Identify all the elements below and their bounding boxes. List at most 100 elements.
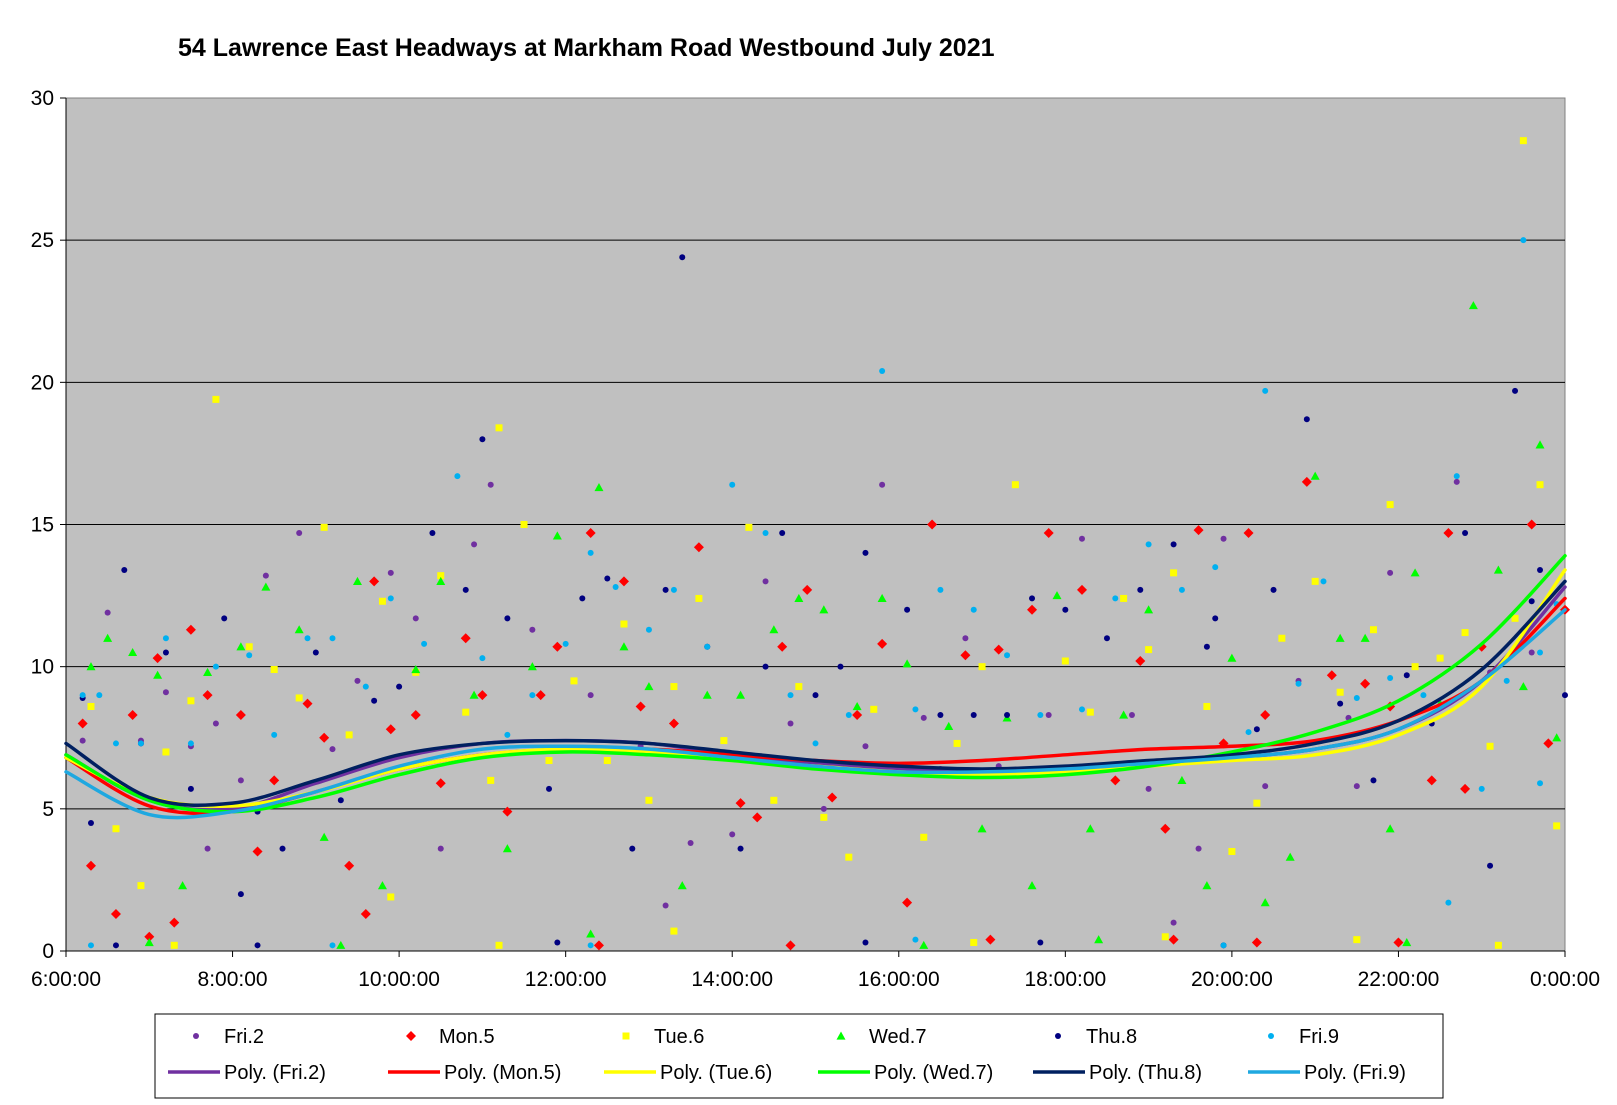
data-point xyxy=(520,521,528,528)
data-point xyxy=(396,683,403,690)
y-tick-label: 10 xyxy=(31,656,54,679)
data-point xyxy=(162,649,169,656)
data-point xyxy=(819,605,829,614)
data-point xyxy=(185,624,196,635)
data-point xyxy=(1145,541,1152,548)
data-point xyxy=(1519,137,1527,145)
x-tick-label: 20:00:00 xyxy=(1191,968,1273,991)
data-point xyxy=(1528,649,1535,656)
data-point xyxy=(87,942,94,949)
data-point xyxy=(152,653,163,664)
data-point xyxy=(604,575,611,582)
data-point xyxy=(752,812,763,823)
data-point xyxy=(1486,742,1494,750)
data-point xyxy=(104,609,111,616)
data-point xyxy=(670,927,678,935)
data-point xyxy=(479,655,486,662)
data-point xyxy=(620,620,628,628)
data-point xyxy=(720,737,728,745)
data-point xyxy=(1220,535,1227,542)
data-point xyxy=(319,732,330,743)
data-point xyxy=(1436,654,1444,662)
data-point xyxy=(1110,775,1121,786)
data-point xyxy=(1393,937,1404,948)
data-point xyxy=(1360,633,1370,642)
data-point xyxy=(502,806,513,817)
data-point xyxy=(487,776,495,784)
data-point xyxy=(1212,564,1219,571)
data-point xyxy=(1278,634,1286,642)
data-point xyxy=(462,708,470,716)
data-point xyxy=(1103,635,1110,642)
data-point xyxy=(437,845,444,852)
legend-label: Mon.5 xyxy=(439,1026,495,1048)
data-point xyxy=(252,846,263,857)
x-tick-label: 6:00:00 xyxy=(31,968,101,991)
data-point xyxy=(877,593,887,603)
data-point xyxy=(587,549,594,556)
y-tick-label: 15 xyxy=(31,514,54,537)
data-point xyxy=(336,940,346,949)
data-point xyxy=(1326,670,1337,681)
data-point xyxy=(153,670,163,679)
data-point xyxy=(593,940,604,951)
axes: 0 5 10 15 20 25 30 6:00:00 8:00:00 10:00:00 12:00:… xyxy=(31,87,1600,991)
data-point xyxy=(221,615,228,622)
data-point xyxy=(1310,471,1320,480)
data-point xyxy=(1487,862,1494,869)
data-point xyxy=(187,740,194,747)
data-point xyxy=(144,931,155,942)
data-point xyxy=(1052,591,1062,600)
data-point xyxy=(1037,939,1044,946)
data-point xyxy=(479,436,486,443)
data-point xyxy=(1311,577,1319,585)
trendline-poly-fri-9 xyxy=(64,608,1567,820)
data-point xyxy=(1468,301,1478,310)
data-point xyxy=(552,641,563,652)
data-point xyxy=(603,756,611,764)
data-point xyxy=(1253,799,1261,807)
data-point xyxy=(345,731,353,739)
data-point xyxy=(670,586,677,593)
legend-label: Thu.8 xyxy=(1086,1026,1137,1048)
data-point xyxy=(329,942,336,949)
data-point xyxy=(545,756,553,764)
data-point xyxy=(1193,525,1204,536)
data-point xyxy=(679,254,686,261)
data-point xyxy=(729,831,736,838)
data-point xyxy=(944,721,954,730)
legend-label: Poly. (Wed.7) xyxy=(874,1062,993,1084)
data-point xyxy=(477,690,488,701)
data-point xyxy=(927,519,938,530)
data-point xyxy=(245,643,253,651)
data-point xyxy=(329,635,336,642)
data-point xyxy=(762,530,769,537)
data-point xyxy=(354,677,361,684)
data-point xyxy=(1145,646,1153,654)
x-tick-label: 0:00:00 xyxy=(1530,968,1600,991)
data-point xyxy=(1301,476,1312,487)
data-point xyxy=(1335,633,1345,642)
data-point xyxy=(162,748,170,756)
data-point xyxy=(1245,729,1252,736)
data-point xyxy=(645,796,653,804)
legend-label: Wed.7 xyxy=(869,1026,926,1048)
data-point xyxy=(902,659,912,668)
data-point xyxy=(1537,649,1544,656)
data-point xyxy=(103,633,113,642)
data-point xyxy=(1553,822,1561,830)
data-point xyxy=(919,940,929,949)
data-point xyxy=(912,706,919,713)
data-point xyxy=(735,798,746,809)
data-point xyxy=(1027,604,1038,615)
data-point xyxy=(1445,899,1452,906)
data-point xyxy=(1178,586,1185,593)
trendline-poly-wed-7 xyxy=(64,554,1567,814)
data-point xyxy=(235,710,246,721)
data-point xyxy=(1426,775,1437,786)
data-point xyxy=(762,663,769,670)
data-point xyxy=(1145,785,1152,792)
data-point xyxy=(1228,847,1236,855)
data-point xyxy=(385,724,396,735)
data-point xyxy=(212,663,219,670)
